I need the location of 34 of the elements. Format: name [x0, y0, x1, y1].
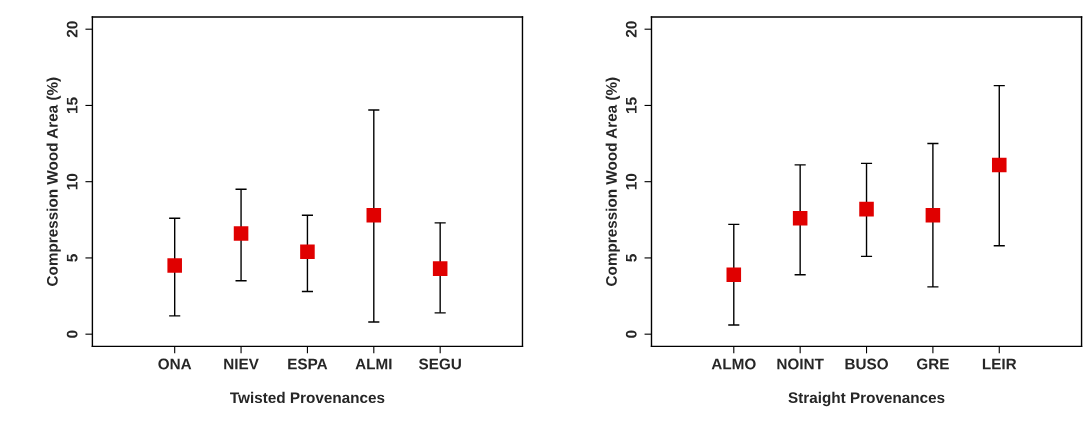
y-tick-label: 10 [625, 173, 637, 190]
point [925, 207, 941, 223]
y-axis-title: Compression Wood Area (%) [46, 77, 61, 286]
y-tick-label: 5 [66, 254, 78, 262]
x-tick-label: LEIR [982, 358, 1017, 370]
x-tick-label: GRE [916, 358, 949, 370]
x-tick-label: NIEV [224, 358, 259, 370]
point [366, 207, 382, 223]
point [991, 157, 1007, 173]
point [432, 261, 448, 276]
y-tick-label: 20 [66, 21, 78, 38]
y-tick-label: 0 [625, 330, 637, 338]
x-tick-label: ALMO [711, 358, 756, 370]
point [233, 226, 249, 241]
x-axis-title: Twisted Provenances [230, 391, 385, 404]
y-tick-label: 5 [626, 254, 637, 262]
point [859, 201, 874, 217]
y-tick-label: 15 [66, 97, 78, 113]
point [300, 244, 315, 260]
y-tick-label: 0 [66, 330, 78, 338]
y-tick-label: 20 [625, 21, 637, 38]
y-axis-title: Compression Wood Area (%) [605, 77, 620, 286]
point [726, 267, 742, 282]
x-tick-label: NOINT [777, 358, 824, 370]
x-tick-label: ALMI [355, 358, 392, 370]
point [167, 258, 182, 273]
point [792, 211, 808, 226]
x-tick-label: ESPA [288, 358, 328, 370]
x-axis-title: Straight Provenances [788, 391, 945, 407]
x-tick-label: SEGU [418, 358, 461, 370]
y-tick-label: 10 [66, 173, 78, 190]
x-tick-label: BUSO [845, 358, 888, 370]
x-tick-label: ONA [158, 358, 192, 370]
y-tick-label: 15 [626, 97, 637, 113]
